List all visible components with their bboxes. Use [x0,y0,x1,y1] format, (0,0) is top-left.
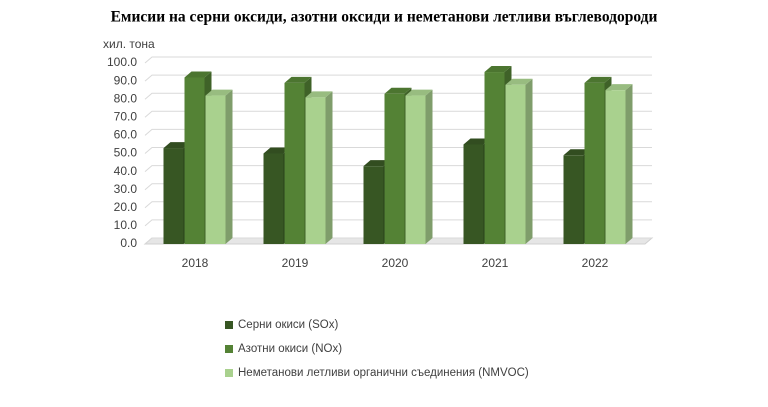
bar-top [284,76,312,83]
y-tick-label: 90.0 [114,73,138,87]
grid-line [144,56,652,64]
y-tick-label: 50.0 [114,146,138,160]
bar-top [384,87,412,94]
bar-side [225,89,233,244]
y-tick-label: 80.0 [114,91,138,105]
bar-top [605,84,633,91]
legend-label: Серни окиси (SOx) [238,319,338,331]
legend-swatch [225,345,233,353]
legend-swatch [225,321,233,329]
grid-line [144,74,652,82]
bar-side [425,89,433,244]
bar [284,82,305,244]
y-tick-label: 10.0 [114,218,138,232]
bar [505,84,526,244]
bar-top [163,142,191,149]
bar-top [363,160,391,167]
y-tick-label: 20.0 [114,200,138,214]
bar-side [625,84,633,245]
x-tick-label: 2018 [182,256,209,270]
bar-side [325,91,333,244]
legend-label: Азотни окиси (NOx) [238,343,342,355]
bar [205,95,226,244]
chart-title: Емисии на серни оксиди, азотни оксиди и … [111,9,658,26]
x-tick-label: 2021 [482,256,509,270]
bar [463,144,484,244]
y-tick-label: 30.0 [114,182,138,196]
bar-top [484,66,512,73]
bar [384,93,405,245]
bar-top [584,76,612,83]
bar-top [505,78,533,85]
bar [163,148,184,244]
bar [405,95,426,244]
bar [584,82,605,244]
bar-top [305,91,333,98]
bar [263,153,284,244]
y-axis-label: хил. тона [103,37,155,51]
bar [605,90,626,245]
x-tick-label: 2022 [582,256,609,270]
x-tick-label: 2020 [382,256,409,270]
y-tick-label: 60.0 [114,128,138,142]
bar-top [463,138,491,145]
legend-label: Неметанови летливи органични съединения … [238,367,529,379]
y-tick-label: 70.0 [114,109,138,123]
bar [305,97,326,244]
y-tick-label: 100.0 [107,55,137,69]
bar [484,72,505,244]
x-tick-label: 2019 [282,256,309,270]
bar-side [525,78,533,244]
bar [563,155,584,244]
bar-top [405,89,433,96]
bar-top [184,71,212,78]
y-tick-label: 40.0 [114,164,138,178]
legend-swatch [225,369,233,377]
bar [184,77,205,244]
bar-top [263,147,291,154]
y-tick-label: 0.0 [120,236,137,250]
bar [363,166,384,244]
bar-top [205,89,233,96]
bar-top [563,149,591,156]
